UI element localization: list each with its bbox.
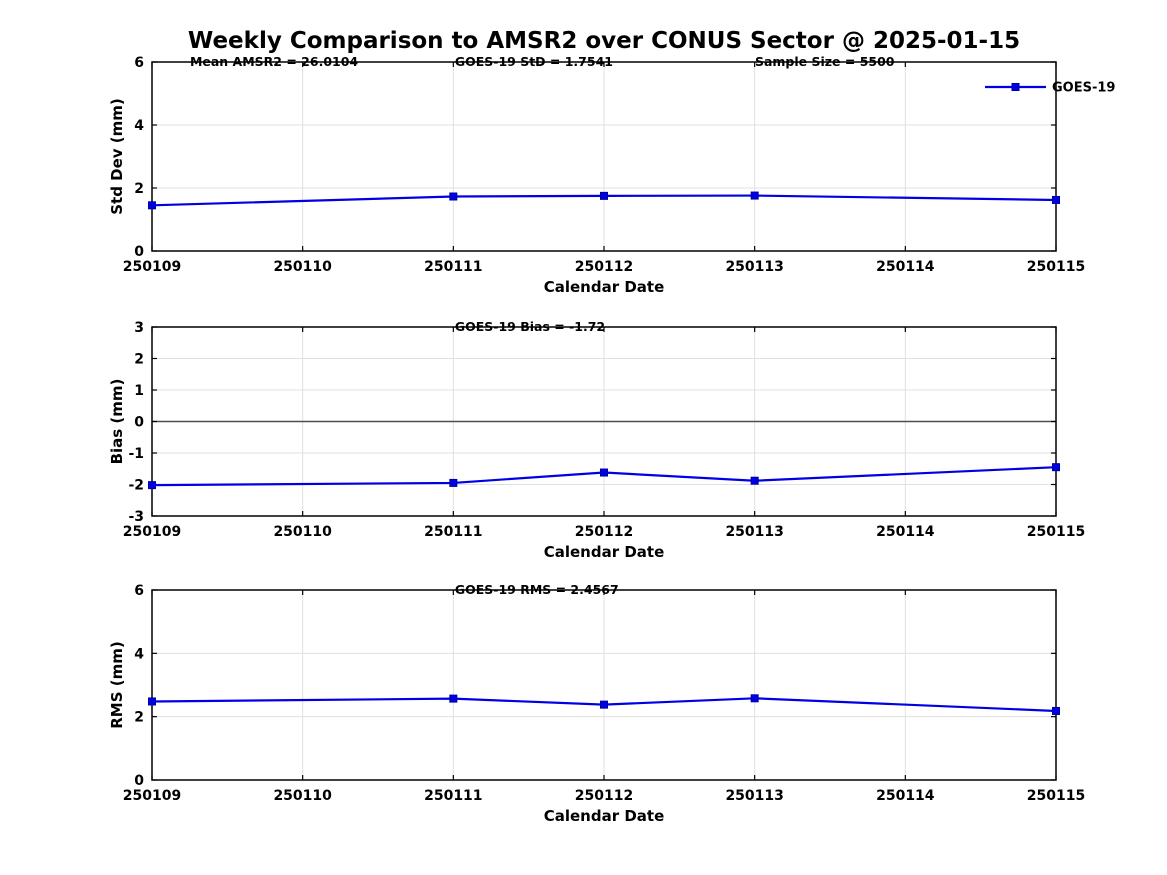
x-tick-label: 250112 bbox=[575, 788, 633, 804]
x-tick-label: 250111 bbox=[424, 524, 482, 540]
chart-title: Weekly Comparison to AMSR2 over CONUS Se… bbox=[187, 28, 1021, 54]
legend-label: GOES-19 bbox=[1052, 81, 1115, 96]
x-tick-label: 250109 bbox=[123, 259, 181, 275]
x-axis-label: Calendar Date bbox=[544, 807, 665, 825]
x-tick-label: 250113 bbox=[725, 524, 783, 540]
x-tick-label: 250112 bbox=[575, 259, 633, 275]
x-tick-label: 250110 bbox=[273, 259, 332, 275]
x-tick-label: 250111 bbox=[424, 259, 482, 275]
annotation-std-dev: Sample Size = 5500 bbox=[755, 54, 895, 69]
x-axis-label: Calendar Date bbox=[544, 543, 665, 561]
data-point-marker bbox=[600, 700, 608, 709]
annotation-std-dev: GOES-19 StD = 1.7541 bbox=[455, 54, 613, 69]
annotation-rms: GOES-19 RMS = 2.4567 bbox=[455, 582, 619, 597]
subplot-bias: 250109 250110 250111 250112 250113 250114 2501… bbox=[108, 319, 1085, 561]
data-point-marker bbox=[449, 192, 458, 201]
data-point-marker bbox=[1052, 195, 1060, 204]
x-tick-label: 250109 bbox=[123, 524, 181, 540]
x-tick-label: 250111 bbox=[424, 788, 482, 804]
y-tick-label: 1 bbox=[134, 383, 144, 399]
legend-marker-sample bbox=[1011, 83, 1020, 91]
y-tick-label: 4 bbox=[134, 646, 144, 662]
x-tick-label: 250114 bbox=[876, 259, 935, 275]
x-tick-label: 250113 bbox=[725, 259, 783, 275]
data-point-marker bbox=[148, 201, 156, 210]
data-point-marker bbox=[449, 694, 458, 703]
x-tick-label: 250114 bbox=[876, 524, 935, 540]
data-point-marker bbox=[750, 191, 759, 200]
subplot-rms: 250109 250110 250111 250112 250113 250114 2501… bbox=[108, 582, 1085, 825]
legend: GOES-19 bbox=[985, 81, 1115, 96]
data-point-marker bbox=[750, 476, 759, 485]
y-tick-label: 4 bbox=[134, 118, 144, 134]
y-tick-label: 0 bbox=[134, 244, 144, 260]
x-tick-label: 250112 bbox=[575, 524, 633, 540]
x-axis-label: Calendar Date bbox=[544, 278, 665, 296]
x-tick-label: 250114 bbox=[876, 788, 935, 804]
x-tick-label: 250109 bbox=[123, 788, 181, 804]
data-point-marker bbox=[1052, 463, 1060, 472]
x-tick-label: 250115 bbox=[1027, 524, 1085, 540]
x-tick-label: 250110 bbox=[273, 788, 332, 804]
y-axis-label: Bias (mm) bbox=[108, 379, 126, 465]
y-tick-label: 6 bbox=[134, 55, 144, 71]
annotation-bias: GOES-19 Bias = -1.72 bbox=[455, 319, 605, 334]
data-point-marker bbox=[1052, 706, 1060, 715]
y-tick-label: -3 bbox=[128, 509, 144, 525]
y-tick-label: 2 bbox=[134, 181, 144, 197]
x-tick-label: 250115 bbox=[1027, 259, 1085, 275]
y-tick-label: 3 bbox=[134, 320, 144, 336]
subplot-std-dev: 250109 250110 250111 250112 250113 250114 2501… bbox=[108, 54, 1085, 296]
data-point-marker bbox=[148, 697, 156, 706]
data-point-marker bbox=[449, 478, 458, 487]
y-tick-label: 6 bbox=[134, 583, 144, 599]
y-tick-label: -1 bbox=[128, 446, 144, 462]
x-tick-label: 250110 bbox=[273, 524, 332, 540]
x-tick-label: 250115 bbox=[1027, 788, 1085, 804]
y-tick-label: 0 bbox=[134, 773, 144, 789]
y-axis-label: RMS (mm) bbox=[108, 641, 126, 728]
data-point-marker bbox=[750, 694, 759, 703]
y-axis-label: Std Dev (mm) bbox=[108, 98, 126, 215]
data-point-marker bbox=[600, 191, 608, 200]
x-tick-label: 250113 bbox=[725, 788, 783, 804]
y-tick-label: 0 bbox=[134, 415, 144, 431]
y-tick-label: -2 bbox=[128, 478, 144, 494]
data-point-marker bbox=[600, 468, 608, 477]
y-tick-label: 2 bbox=[134, 710, 144, 726]
annotation-std-dev: Mean AMSR2 = 26.0104 bbox=[190, 54, 358, 69]
y-tick-label: 2 bbox=[134, 352, 144, 368]
data-point-marker bbox=[148, 481, 156, 490]
